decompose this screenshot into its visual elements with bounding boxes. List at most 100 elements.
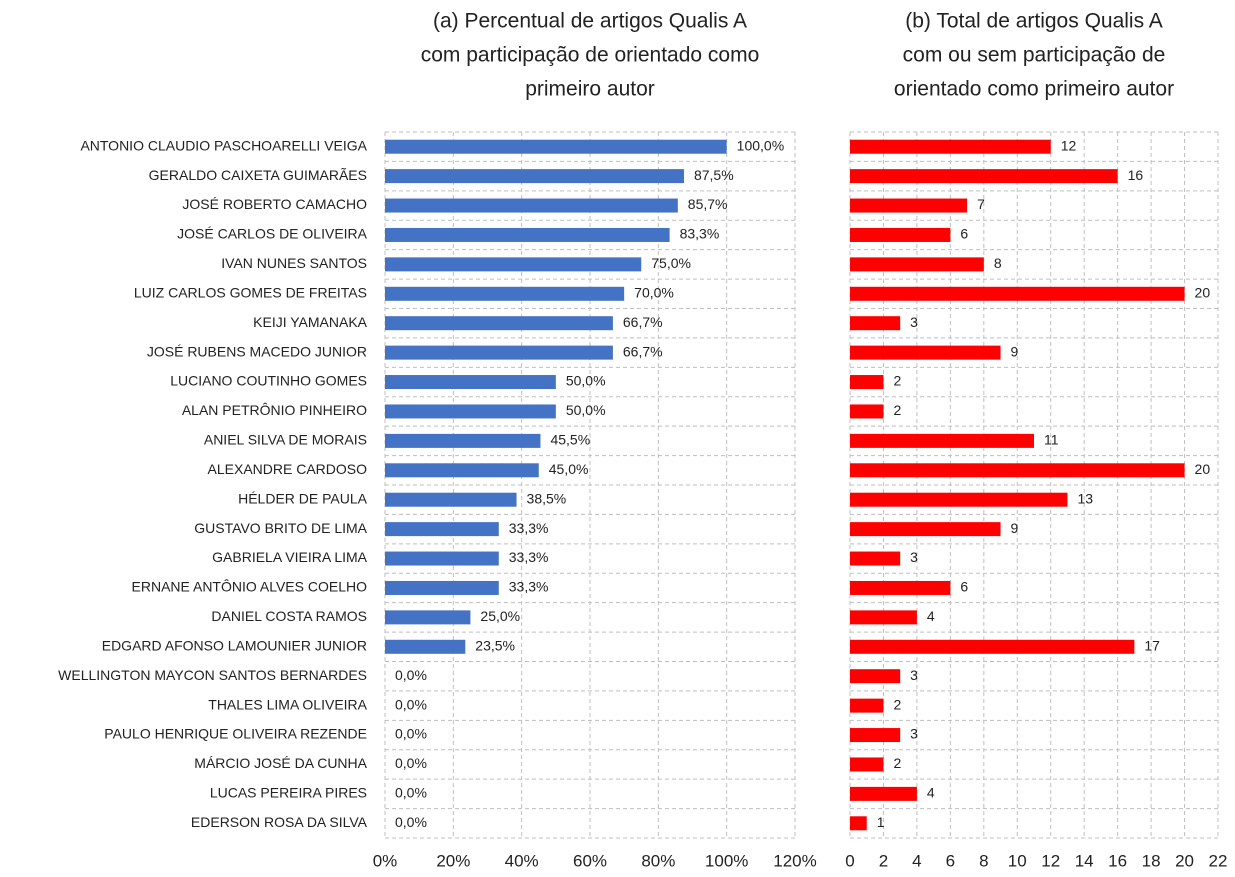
value-label: 7	[977, 196, 985, 212]
x-tick-label: 40%	[505, 851, 539, 870]
value-label: 8	[994, 255, 1002, 271]
bar	[850, 757, 884, 772]
x-tick-label: 80%	[641, 851, 675, 870]
x-tick-label: 22	[1209, 851, 1228, 870]
category-label: ERNANE ANTÔNIO ALVES COELHO	[132, 579, 368, 595]
category-label: ANTONIO CLAUDIO PASCHOARELLI VEIGA	[80, 137, 367, 153]
bar	[385, 316, 613, 331]
bar	[850, 669, 901, 684]
x-tick-label: 0%	[373, 851, 398, 870]
bar	[385, 433, 541, 448]
value-label: 33,3%	[509, 549, 549, 565]
bar	[385, 580, 499, 595]
category-label: ALEXANDRE CARDOSO	[208, 461, 368, 477]
bar	[850, 257, 984, 272]
category-label: ANIEL SILVA DE MORAIS	[204, 432, 367, 448]
value-label: 70,0%	[634, 284, 674, 300]
category-label: JOSÉ ROBERTO CAMACHO	[182, 196, 367, 212]
bar	[385, 551, 499, 566]
x-tick-label: 120%	[773, 851, 816, 870]
bar	[385, 227, 670, 242]
value-label: 75,0%	[651, 255, 691, 271]
x-tick-label: 10	[1008, 851, 1027, 870]
bar	[850, 198, 968, 213]
category-label: KEIJI YAMANAKA	[253, 314, 368, 330]
value-label: 9	[1011, 520, 1019, 536]
bar	[385, 345, 613, 360]
category-label: PAULO HENRIQUE OLIVEIRA REZENDE	[104, 726, 367, 742]
value-label: 20	[1195, 461, 1211, 477]
bar	[385, 139, 727, 154]
bar	[850, 522, 1001, 537]
category-label: LUCAS PEREIRA PIRES	[210, 785, 367, 801]
bar	[385, 610, 471, 625]
bar	[385, 404, 556, 419]
bar	[850, 551, 901, 566]
value-label: 6	[960, 226, 968, 242]
chart-title: orientado como primeiro autor	[894, 78, 1174, 101]
x-tick-label: 100%	[705, 851, 748, 870]
bar	[850, 286, 1185, 301]
value-label: 0,0%	[395, 785, 427, 801]
value-label: 83,3%	[680, 226, 720, 242]
bar	[850, 139, 1051, 154]
value-label: 50,0%	[566, 402, 606, 418]
value-label: 25,0%	[480, 608, 520, 624]
chart-title: com ou sem participação de	[903, 44, 1166, 67]
category-label: HÉLDER DE PAULA	[238, 490, 368, 506]
bar	[385, 639, 466, 654]
chart-title: (a) Percentual de artigos Qualis A	[433, 10, 747, 33]
value-label: 16	[1128, 167, 1144, 183]
bar	[385, 375, 556, 390]
bar	[850, 463, 1185, 478]
value-label: 2	[893, 402, 901, 418]
value-label: 87,5%	[694, 167, 734, 183]
x-tick-label: 60%	[573, 851, 607, 870]
value-label: 0,0%	[395, 726, 427, 742]
value-label: 4	[927, 785, 935, 801]
category-label: WELLINGTON MAYCON SANTOS BERNARDES	[58, 667, 367, 683]
value-label: 2	[893, 696, 901, 712]
category-label: EDGARD AFONSO LAMOUNIER JUNIOR	[102, 637, 367, 653]
value-label: 4	[927, 608, 935, 624]
bar	[850, 786, 917, 801]
value-label: 0,0%	[395, 696, 427, 712]
value-label: 17	[1144, 637, 1160, 653]
bar	[850, 728, 901, 743]
bar	[850, 698, 884, 713]
x-tick-label: 20	[1175, 851, 1194, 870]
value-label: 33,3%	[509, 520, 549, 536]
bar	[385, 286, 625, 301]
value-label: 33,3%	[509, 579, 549, 595]
value-label: 3	[910, 549, 918, 565]
category-label: ALAN PETRÔNIO PINHEIRO	[182, 402, 367, 418]
chart-title: (b) Total de artigos Qualis A	[905, 10, 1163, 33]
value-label: 6	[960, 579, 968, 595]
value-label: 0,0%	[395, 667, 427, 683]
value-label: 12	[1061, 137, 1077, 153]
value-label: 9	[1011, 343, 1019, 359]
value-label: 3	[910, 667, 918, 683]
bar	[385, 198, 678, 213]
value-label: 50,0%	[566, 373, 606, 389]
bar	[850, 433, 1034, 448]
bar	[850, 492, 1068, 507]
value-label: 0,0%	[395, 814, 427, 830]
bar	[385, 492, 517, 507]
value-label: 2	[893, 755, 901, 771]
x-tick-label: 6	[946, 851, 955, 870]
value-label: 13	[1077, 490, 1093, 506]
value-label: 20	[1195, 284, 1211, 300]
value-label: 23,5%	[475, 637, 515, 653]
bar	[385, 257, 642, 272]
bar	[850, 610, 917, 625]
bar	[850, 404, 884, 419]
bar	[385, 463, 539, 478]
value-label: 66,7%	[623, 343, 663, 359]
value-label: 85,7%	[688, 196, 728, 212]
bar	[385, 169, 684, 184]
category-label: JOSÉ CARLOS DE OLIVEIRA	[177, 226, 367, 242]
value-label: 0,0%	[395, 755, 427, 771]
category-label: JOSÉ RUBENS MACEDO JUNIOR	[147, 343, 367, 359]
